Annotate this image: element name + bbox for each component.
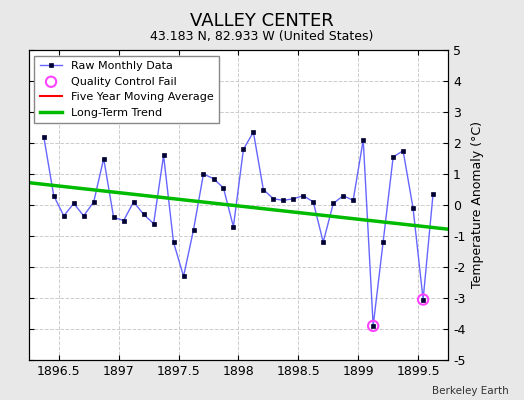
Raw Monthly Data [280,198,287,203]
Raw Monthly Data [430,192,436,196]
Raw Monthly Data [61,214,67,218]
Raw Monthly Data [340,193,346,198]
Raw Monthly Data [410,206,416,210]
Raw Monthly Data [210,176,216,181]
Raw Monthly Data [300,193,307,198]
Raw Monthly Data [390,154,396,159]
Raw Monthly Data [250,130,257,134]
Raw Monthly Data [330,201,336,206]
Raw Monthly Data [220,186,226,190]
Raw Monthly Data [51,193,57,198]
Raw Monthly Data [290,196,297,201]
Raw Monthly Data [41,134,47,139]
Raw Monthly Data [121,218,127,223]
Y-axis label: Temperature Anomaly (°C): Temperature Anomaly (°C) [471,122,484,288]
Raw Monthly Data [71,201,77,206]
Raw Monthly Data [380,240,386,244]
Raw Monthly Data [260,187,267,192]
Raw Monthly Data [101,156,107,161]
Raw Monthly Data [150,221,157,226]
Raw Monthly Data [320,240,326,244]
Raw Monthly Data [91,200,97,204]
Line: Raw Monthly Data: Raw Monthly Data [42,130,435,328]
Quality Control Fail [419,296,427,303]
Raw Monthly Data [81,214,87,218]
Text: 43.183 N, 82.933 W (United States): 43.183 N, 82.933 W (United States) [150,30,374,43]
Raw Monthly Data [360,138,366,142]
Raw Monthly Data [130,200,137,204]
Quality Control Fail [369,323,377,329]
Raw Monthly Data [400,148,406,153]
Raw Monthly Data [111,215,117,220]
Raw Monthly Data [350,198,356,203]
Raw Monthly Data [420,297,426,302]
Raw Monthly Data [310,200,316,204]
Raw Monthly Data [200,172,206,176]
Text: VALLEY CENTER: VALLEY CENTER [190,12,334,30]
Raw Monthly Data [140,212,147,217]
Raw Monthly Data [180,274,187,279]
Text: Berkeley Earth: Berkeley Earth [432,386,508,396]
Raw Monthly Data [270,196,277,201]
Raw Monthly Data [230,224,236,229]
Raw Monthly Data [370,324,376,328]
Raw Monthly Data [160,153,167,158]
Raw Monthly Data [241,147,247,152]
Raw Monthly Data [170,240,177,244]
Legend: Raw Monthly Data, Quality Control Fail, Five Year Moving Average, Long-Term Tren: Raw Monthly Data, Quality Control Fail, … [35,56,220,123]
Raw Monthly Data [190,227,196,232]
